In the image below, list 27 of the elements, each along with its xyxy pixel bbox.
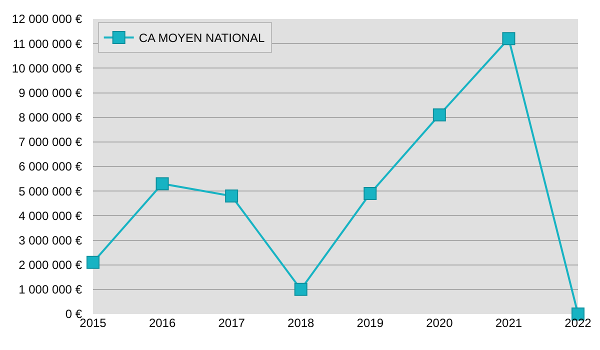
y-tick-label: 7 000 000 € [18, 135, 82, 150]
y-tick-label: 4 000 000 € [18, 208, 82, 223]
point [502, 32, 516, 46]
x-tick-label: 2018 [288, 316, 315, 330]
point [156, 177, 169, 190]
y-tick-label: 1 000 000 € [18, 282, 82, 297]
x-tick-label: 2019 [356, 316, 384, 330]
point [432, 108, 446, 122]
y-tick-label: 10 000 000 € [12, 61, 82, 76]
y-tick-label: 6 000 000 € [18, 160, 82, 174]
x-tick-label: 2022 [564, 316, 592, 330]
y-tick-label: 11 000 000 € [12, 36, 82, 51]
y-tick-label: 12 000 000 € [12, 12, 82, 26]
x-tick-label: 2016 [148, 316, 176, 330]
point [86, 256, 100, 269]
y-tick-label: 2 000 000 € [18, 258, 82, 272]
y-tick-label: 8 000 000 € [18, 110, 82, 125]
x-tick-label: 2017 [218, 316, 246, 330]
point [225, 190, 238, 202]
y-tick-label: 9 000 000 € [18, 86, 82, 100]
x-tick-label: 2021 [495, 316, 522, 330]
legend-label: CA MOYEN NATIONAL [138, 31, 265, 46]
y-tick-label: 5 000 000 € [18, 184, 82, 198]
point [294, 282, 308, 296]
point [364, 187, 377, 200]
y-tick-label: 3 000 000 € [18, 233, 82, 248]
x-tick-label: 2020 [426, 316, 454, 330]
